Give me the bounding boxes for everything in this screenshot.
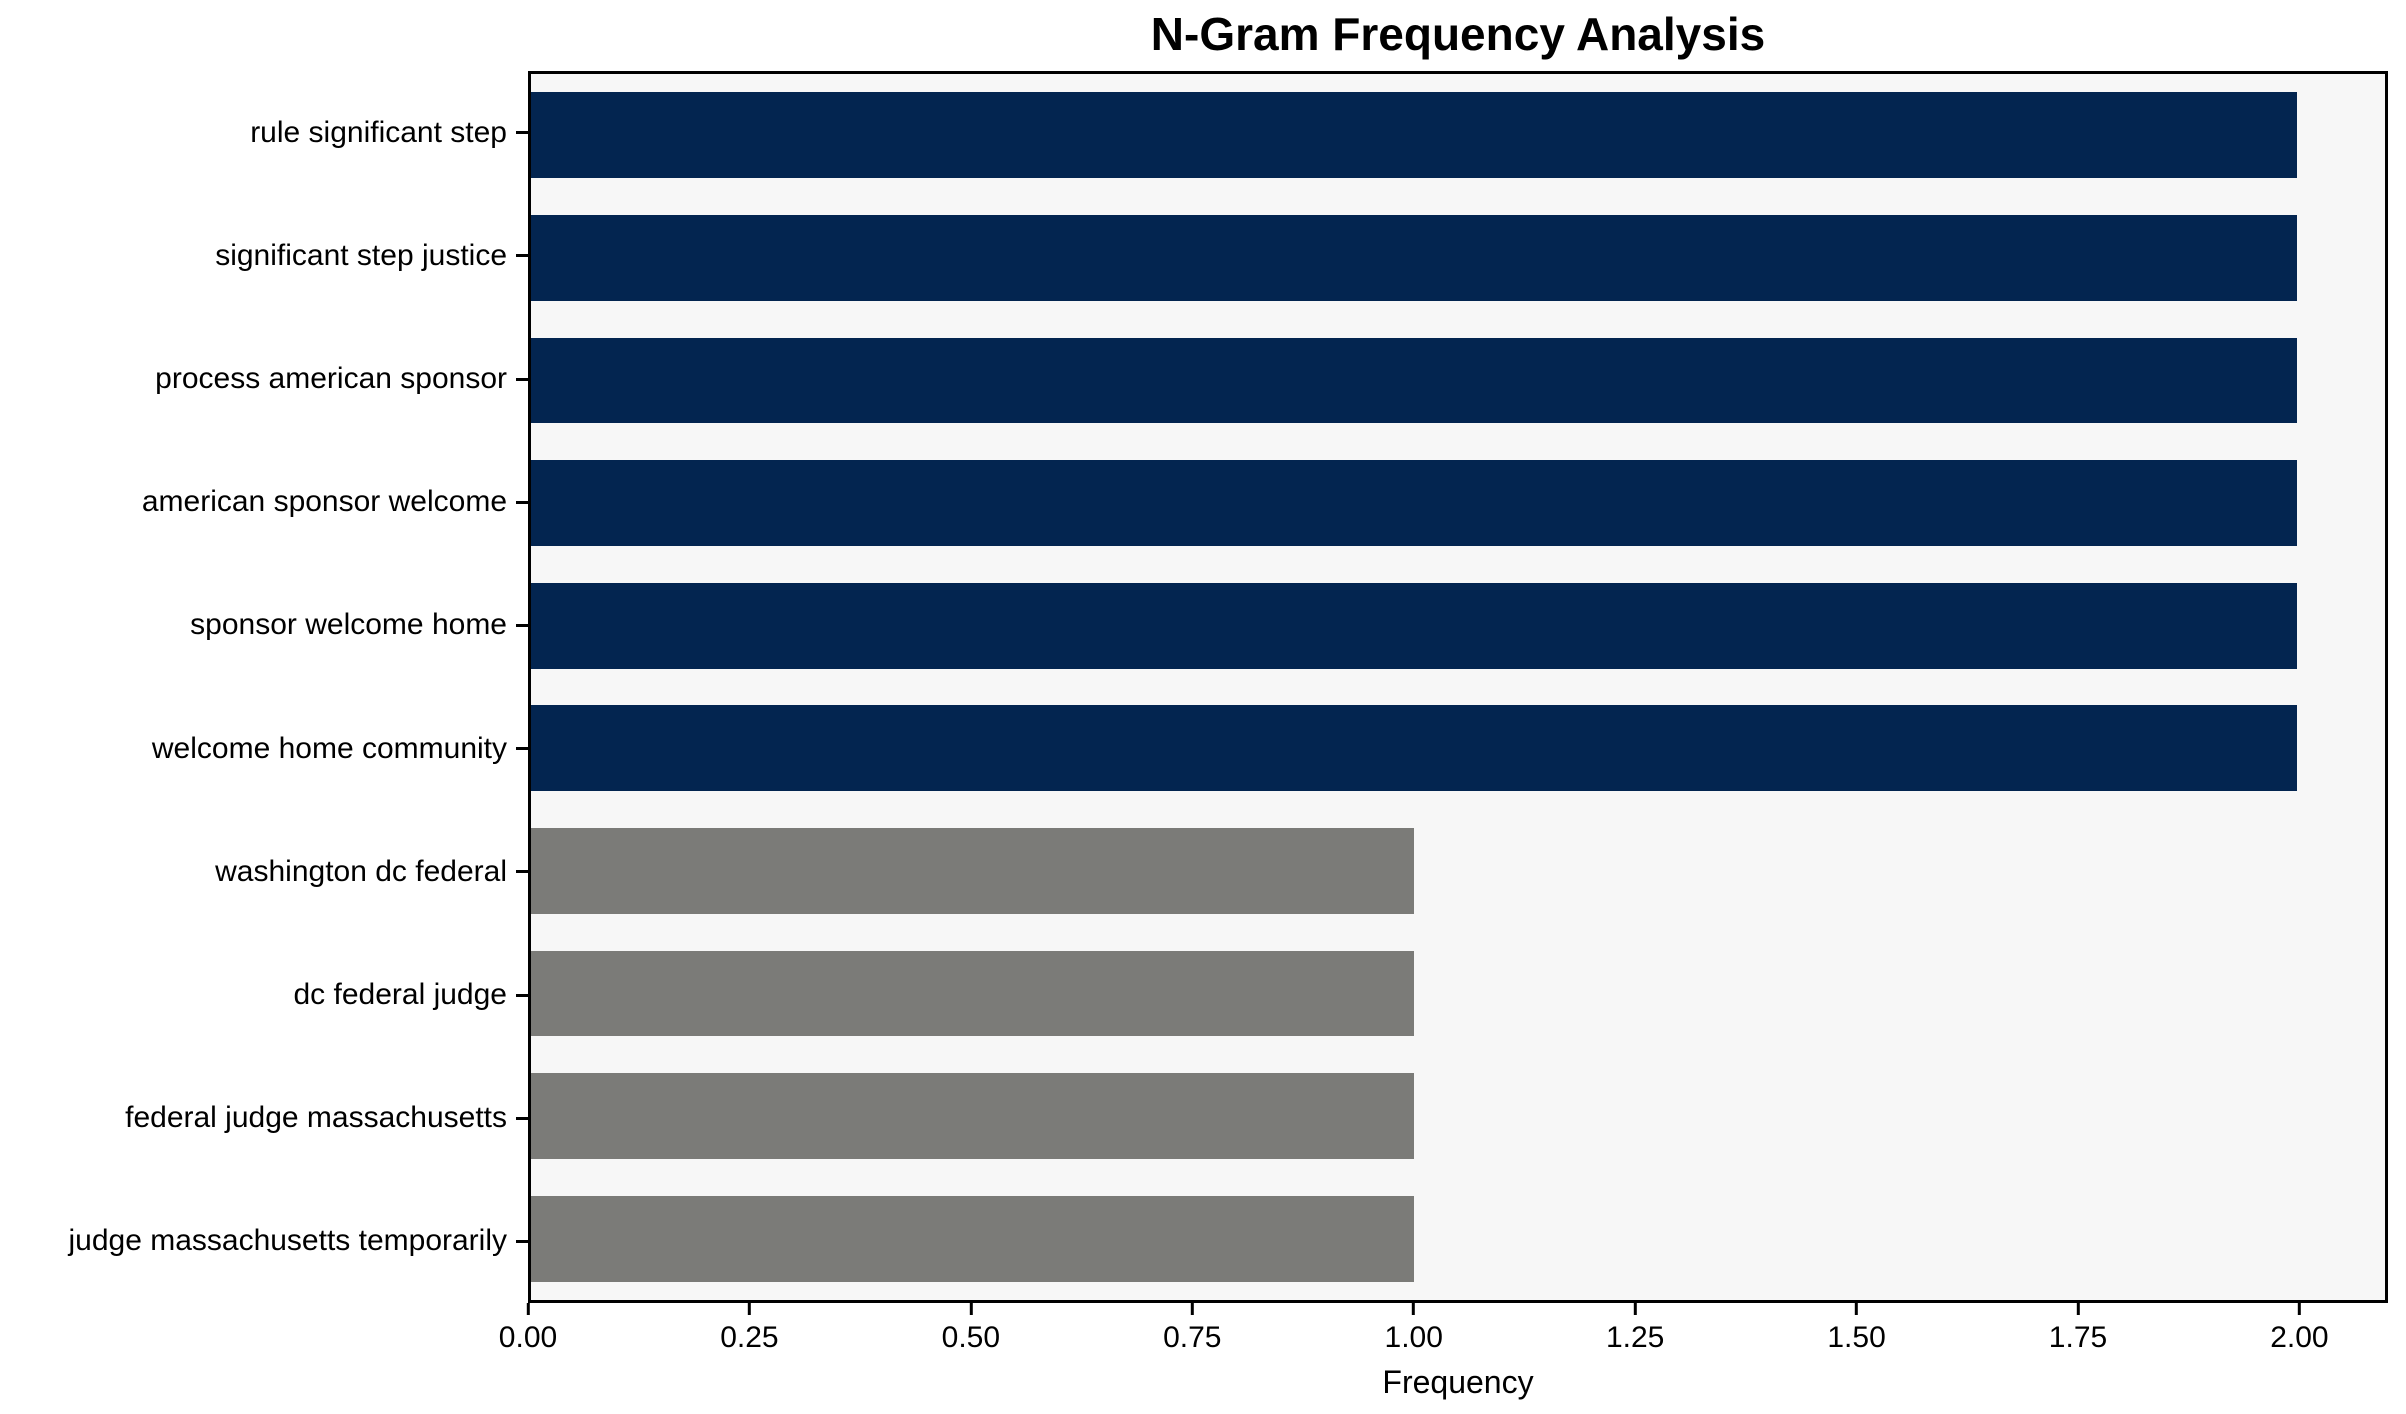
bar-process-american-sponsor: [531, 337, 2297, 424]
x-tick-label: 1.75: [2048, 1321, 2108, 1354]
bar-row: [531, 687, 2385, 810]
y-tick-mark: [516, 254, 528, 258]
bar-row: [531, 74, 2385, 197]
bar-row: [531, 319, 2385, 442]
y-axis-label-row: rule significant step: [0, 71, 528, 194]
bar-federal-judge-massachusetts: [531, 1073, 1414, 1159]
bar-sponsor-welcome-home: [531, 582, 2297, 669]
y-tick-mark: [516, 377, 528, 381]
y-axis-label: welcome home community: [151, 731, 507, 765]
bar-row: [531, 1055, 2385, 1178]
x-tick-label: 0.50: [941, 1321, 1001, 1354]
plot-area: [528, 71, 2388, 1303]
x-tick: 1.50: [1827, 1303, 1886, 1355]
y-axis-label-row: welcome home community: [0, 687, 528, 810]
bar-row: [531, 1177, 2385, 1300]
y-axis-label-row: federal judge massachusetts: [0, 1057, 528, 1180]
y-axis-label: process american sponsor: [155, 362, 507, 395]
bar-washington-dc-federal: [531, 827, 1414, 914]
y-tick-mark: [516, 993, 528, 997]
bar-american-sponsor-welcome: [531, 460, 2297, 546]
y-axis-label: judge massachusetts temporarily: [68, 1224, 507, 1258]
y-tick-mark: [516, 623, 528, 627]
y-tick-mark: [516, 1116, 528, 1120]
x-tick-label: 2.00: [2270, 1321, 2329, 1354]
bar-row: [531, 810, 2385, 933]
x-tick-label: 0.25: [720, 1321, 779, 1354]
chart-title: N-Gram Frequency Analysis: [1150, 8, 1766, 60]
x-tick: 0.25: [720, 1303, 779, 1355]
x-tick-mark: [1855, 1303, 1859, 1315]
x-tick-label: 0.75: [1163, 1321, 1222, 1354]
bar-judge-massachusetts-temporarily: [531, 1195, 1414, 1282]
x-tick-label: 1.50: [1827, 1321, 1886, 1354]
x-tick-mark: [747, 1303, 751, 1315]
y-axis-label-row: judge massachusetts temporarily: [0, 1180, 528, 1303]
x-tick: 0.75: [1163, 1303, 1221, 1355]
y-axis-label: rule significant step: [250, 115, 507, 149]
x-tick-label: 1.25: [1605, 1321, 1665, 1354]
x-tick-mark: [1412, 1303, 1416, 1315]
x-tick: 1.25: [1606, 1303, 1664, 1355]
bar-rule-significant-step: [531, 92, 2297, 179]
y-axis-label: american sponsor welcome: [141, 485, 507, 519]
y-tick-mark: [516, 870, 528, 874]
bar-dc-federal-judge: [531, 950, 1414, 1037]
x-tick-mark: [969, 1303, 973, 1315]
x-tick-label: 1.00: [1384, 1321, 1443, 1354]
bar-row: [531, 564, 2385, 687]
y-axis-label-row: significant step justice: [0, 194, 528, 317]
bar-row: [531, 932, 2385, 1055]
y-axis-label: sponsor welcome home: [190, 608, 507, 642]
x-tick: 0.50: [942, 1303, 1000, 1355]
y-tick-mark: [516, 500, 528, 504]
x-tick: 0.00: [499, 1303, 557, 1355]
y-tick-mark: [516, 1239, 528, 1243]
y-axis-label-row: sponsor welcome home: [0, 564, 528, 687]
y-axis-labels: rule significant step significant step ju…: [0, 71, 528, 1303]
x-tick-mark: [2076, 1303, 2080, 1315]
x-tick-mark: [2297, 1303, 2301, 1315]
y-axis-label: federal judge massachusetts: [125, 1101, 507, 1135]
y-axis-label-row: process american sponsor: [0, 317, 528, 440]
x-tick: 1.00: [1385, 1303, 1443, 1355]
bar-welcome-home-community: [531, 705, 2297, 792]
y-axis-label: dc federal judge: [293, 978, 508, 1012]
x-tick-mark: [1190, 1303, 1194, 1315]
bar-row: [531, 197, 2385, 320]
x-axis-title: Frequency: [1382, 1364, 1534, 1400]
x-tick-label: 0.00: [498, 1321, 558, 1354]
y-tick-mark: [516, 131, 528, 135]
x-tick: 2.00: [2270, 1303, 2329, 1355]
x-tick-mark: [1633, 1303, 1637, 1315]
x-tick: 1.75: [2049, 1303, 2107, 1355]
y-axis-label-row: dc federal judge: [0, 933, 528, 1056]
y-axis-label: significant step justice: [215, 238, 507, 272]
y-axis-label-row: american sponsor welcome: [0, 441, 528, 564]
bar-row: [531, 442, 2385, 565]
y-axis-label: washington dc federal: [215, 854, 507, 888]
y-tick-mark: [516, 747, 528, 751]
bar-significant-step-justice: [531, 214, 2297, 301]
x-axis: 0.00 0.25 0.50 0.75 1.00 1.25 1.50 1.75 2.00: [499, 1303, 2388, 1373]
y-axis-label-row: washington dc federal: [0, 810, 528, 933]
x-tick-mark: [526, 1303, 530, 1315]
